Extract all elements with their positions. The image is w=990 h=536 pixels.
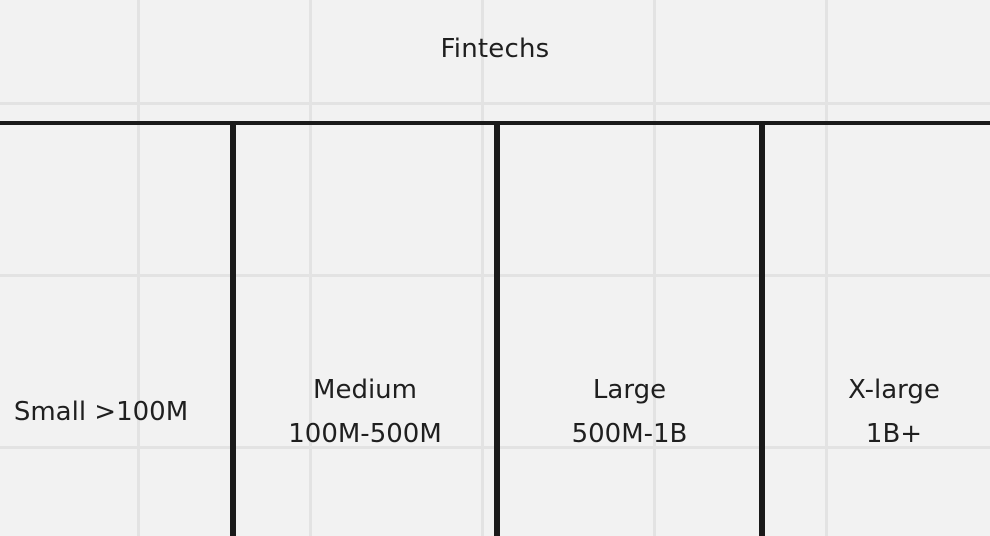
column-divider-line[interactable] bbox=[759, 123, 765, 536]
grid-line-vertical bbox=[309, 0, 312, 536]
column-divider-line[interactable] bbox=[230, 123, 236, 536]
grid-line-vertical bbox=[825, 0, 828, 536]
segment-small-label[interactable]: Small >100M bbox=[0, 390, 202, 434]
segment-medium-label[interactable]: Medium 100M-500M bbox=[236, 368, 494, 456]
segment-large-label[interactable]: Large 500M-1B bbox=[500, 368, 759, 456]
grid-line-vertical bbox=[653, 0, 656, 536]
grid-line-horizontal bbox=[0, 102, 990, 105]
column-divider-line[interactable] bbox=[494, 123, 500, 536]
segment-xlarge-range: 1B+ bbox=[865, 419, 923, 449]
segment-medium-range: 100M-500M bbox=[288, 419, 442, 449]
segment-medium-name: Medium bbox=[313, 375, 417, 405]
segment-xlarge-name: X-large bbox=[848, 375, 940, 405]
segment-large-name: Large bbox=[592, 375, 667, 405]
segment-small-text: Small >100M bbox=[13, 397, 189, 427]
segment-xlarge-label[interactable]: X-large 1B+ bbox=[765, 368, 990, 456]
segment-large-range: 500M-1B bbox=[571, 419, 688, 449]
diagram-title: Fintechs bbox=[440, 34, 550, 64]
grid-line-vertical bbox=[481, 0, 484, 536]
grid-line-vertical bbox=[137, 0, 140, 536]
